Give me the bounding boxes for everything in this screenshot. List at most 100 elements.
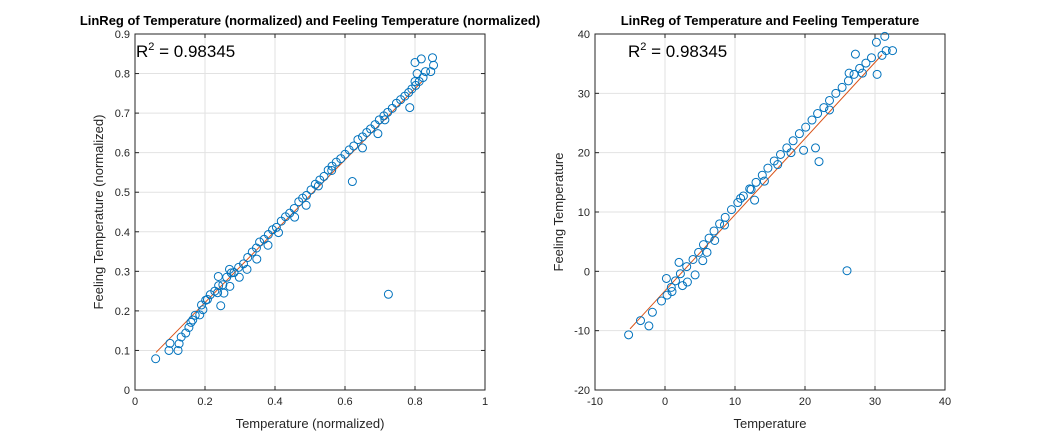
chart2-ytick-label: 10 <box>578 207 590 219</box>
chart2-data-point <box>814 157 824 167</box>
chart1-data-point <box>313 181 323 191</box>
chart2-data-point <box>888 46 897 56</box>
chart2-data-point <box>671 276 680 286</box>
chart1-data-point <box>181 328 191 338</box>
chart2-data-point <box>837 82 847 92</box>
chart2-data-point <box>661 273 671 283</box>
chart2-data-point <box>757 170 767 180</box>
chart1-data-point <box>327 165 337 175</box>
chart1-y-axis-label: Feeling Temperature (normalized) <box>91 115 106 310</box>
chart2-data-point <box>819 103 829 113</box>
chart1-data-point <box>358 143 367 153</box>
chart1-xtick-label: 0.2 <box>197 396 212 408</box>
chart1-data-point <box>213 271 223 281</box>
chart2-data-point <box>763 163 773 173</box>
chart2-ytick-label: 40 <box>578 29 590 41</box>
chart2-xtick-label: 0 <box>662 396 668 408</box>
chart1-data-point <box>214 281 224 291</box>
chart2-data-point <box>636 316 645 326</box>
chart1-axes-frame <box>134 33 486 391</box>
chart2-y-axis-label: Feeling Temperature <box>551 153 566 272</box>
chart2-ytick-label: 30 <box>578 88 590 100</box>
chart2-data-point <box>843 76 853 86</box>
chart2-data-point <box>773 160 783 170</box>
chart2-data-point <box>657 296 666 306</box>
chart2-xtick-label: 10 <box>729 396 741 408</box>
chart2-ytick-label: 20 <box>578 148 590 160</box>
chart1-data-point <box>421 67 430 77</box>
chart2-data-point <box>727 205 736 215</box>
chart2-xtick-label: 20 <box>799 396 811 408</box>
chart1-data-point <box>198 305 208 315</box>
chart1-ytick-label: 0.9 <box>115 29 130 41</box>
chart2-data-point <box>794 129 804 139</box>
chart2-data-point <box>698 256 708 266</box>
chart1-data-point <box>426 67 436 77</box>
chart2-data-point <box>825 95 834 105</box>
chart1-data-point <box>429 60 439 70</box>
chart2-ytick-label: -20 <box>574 385 590 397</box>
chart1-data-point <box>428 53 437 63</box>
chart1-data-point <box>383 289 393 299</box>
chart2-data-point <box>750 195 760 205</box>
chart2-data-point <box>688 254 698 264</box>
chart2-data-point <box>704 233 714 243</box>
chart1-ytick-label: 0.6 <box>115 148 130 160</box>
chart2-data-point <box>807 115 817 125</box>
chart1-data-point <box>213 288 223 298</box>
chart1-data-point <box>229 268 239 278</box>
chart2-data-point <box>690 270 700 280</box>
chart2-data-point <box>867 53 876 63</box>
chart1-data-point <box>225 264 234 274</box>
chart2-data-point <box>811 143 820 153</box>
chart2-data-point <box>624 330 634 340</box>
chart2-data-point <box>674 257 684 267</box>
chart1-ytick-label: 0.1 <box>115 345 130 357</box>
chart2-data-point <box>715 219 725 229</box>
chart2-data-point <box>880 31 890 41</box>
chart1-data-point <box>173 345 183 355</box>
chart2-data-point <box>861 58 871 68</box>
chart2-data-point <box>831 88 841 98</box>
chart1-data-point <box>349 141 359 151</box>
chart2-data-point <box>702 247 712 257</box>
chart1-data-point <box>186 317 196 327</box>
chart2-data-point <box>666 282 676 292</box>
chart2-data-point <box>644 321 654 331</box>
chart1-ytick-label: 0.5 <box>115 187 130 199</box>
chart2-data-point <box>720 220 729 230</box>
chart2-xtick-label: 30 <box>869 396 881 408</box>
chart1-data-point <box>410 57 420 67</box>
chart1-data-point <box>242 264 252 274</box>
chart2-data-point <box>759 176 769 186</box>
chart2-x-axis-label: Temperature <box>734 416 807 431</box>
chart2-ytick-label: -10 <box>574 326 590 338</box>
chart2-data-point <box>709 226 719 236</box>
chart1-data-point <box>202 294 212 304</box>
chart2-data-point <box>736 193 746 203</box>
chart1-data-point <box>174 339 184 349</box>
chart2-data-point <box>682 277 692 287</box>
chart1-ytick-label: 0.7 <box>115 108 130 120</box>
chart2-xtick-label: 40 <box>939 396 951 408</box>
chart2-data-point <box>776 149 785 159</box>
chart2-data-point <box>850 49 860 59</box>
chart2-data-point <box>782 143 792 153</box>
chart2-data-point <box>694 247 704 257</box>
chart2-data-point <box>738 191 748 201</box>
chart2-data-point <box>801 122 811 132</box>
chart2-data-point <box>855 63 865 73</box>
chart2-data-point <box>844 68 854 78</box>
chart1-points <box>151 53 439 364</box>
chart2-data-point <box>675 269 685 279</box>
chart1-data-point <box>290 212 300 222</box>
chart1-data-point <box>301 200 311 210</box>
chart1-title: LinReg of Temperature (normalized) and F… <box>80 13 540 28</box>
chart2-data-point <box>872 69 882 79</box>
chart1-data-point <box>216 301 226 311</box>
chart2-data-point <box>647 307 657 317</box>
chart2-title: LinReg of Temperature and Feeling Temper… <box>621 13 920 28</box>
chart2-data-point <box>746 184 756 194</box>
